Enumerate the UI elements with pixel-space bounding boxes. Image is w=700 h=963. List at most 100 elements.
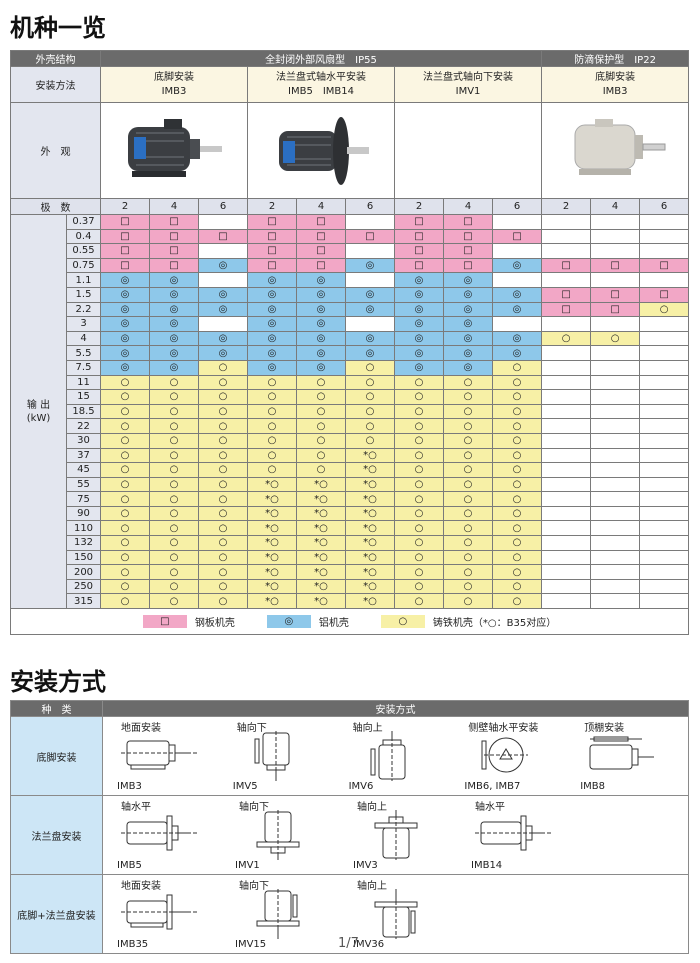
mounting-type-row: 底脚+法兰盘安装 地面安装 IMB35 轴向下 IMV15 轴向上 IMV36 xyxy=(10,874,689,954)
cell: ◎ xyxy=(345,257,395,274)
pole-cell: 4 xyxy=(443,198,493,215)
motor-photo xyxy=(128,119,222,177)
cell: ○ xyxy=(100,549,150,566)
cell: *○ xyxy=(247,549,297,566)
cell: ◎ xyxy=(149,272,199,288)
legend-swatch: ○ xyxy=(380,615,425,629)
cell: *○ xyxy=(247,593,297,610)
empty-cell xyxy=(541,491,592,507)
kw-cell: 0.75 xyxy=(66,257,101,274)
cell: *○ xyxy=(247,564,297,580)
empty-cell xyxy=(590,564,641,580)
cell: ◎ xyxy=(100,359,150,376)
mounting-cell: 底脚安装 IMB3 xyxy=(100,66,248,103)
cell: ○ xyxy=(100,403,150,420)
cell: *○ xyxy=(345,593,395,610)
row-label: 安装方法 xyxy=(10,66,101,103)
cell: ○ xyxy=(491,491,543,507)
cell: ○ xyxy=(394,432,444,449)
cell: ◎ xyxy=(296,286,346,303)
empty-cell xyxy=(541,374,592,391)
output-row: 37 ○ ○ ○ ○ ○ *○ ○ ○ ○ xyxy=(11,447,690,464)
cell: *○ xyxy=(345,491,395,507)
empty-cell xyxy=(590,214,641,230)
cell: ○ xyxy=(394,374,444,391)
empty-cell xyxy=(541,462,592,478)
mounting-cell: 法兰盘式轴向下安装 IMV1 xyxy=(393,66,543,103)
item-name: 轴向上 xyxy=(352,723,383,734)
empty-cell xyxy=(541,520,592,537)
empty-cell xyxy=(639,389,690,405)
cell: ○ xyxy=(100,418,150,434)
cell: ○ xyxy=(639,301,690,318)
empty-cell xyxy=(590,243,641,259)
items-cell: 地面安装 IMB35 轴向下 IMV15 轴向上 IMV36 xyxy=(102,874,689,954)
item-code: IMV3 xyxy=(353,860,378,871)
cell: ◎ xyxy=(149,345,199,361)
cell: ○ xyxy=(100,432,150,449)
output-row: 200 ○ ○ ○ *○ *○ *○ ○ ○ ○ xyxy=(11,564,690,580)
item-code: IMB14 xyxy=(471,860,503,871)
cell: ◎ xyxy=(394,286,444,303)
item-name: 轴向上 xyxy=(357,881,387,892)
output-row: 4 ◎ ◎ ◎ ◎ ◎ ◎ ◎ ◎ ◎ ○ ○ xyxy=(11,330,690,347)
cell: ○ xyxy=(198,505,248,522)
cell: ◎ xyxy=(247,272,297,288)
cell: ◎ xyxy=(443,345,493,361)
cell: ○ xyxy=(100,462,150,478)
photo-cell xyxy=(541,102,690,199)
empty-cell xyxy=(541,505,592,522)
cell: □ xyxy=(149,228,199,245)
cell: ○ xyxy=(247,418,297,434)
cell: ○ xyxy=(296,418,346,434)
cell: ○ xyxy=(100,593,150,610)
pole-cell: 6 xyxy=(198,198,248,215)
items-cell: 轴水平 IMB5 轴向下 IMV1 轴向上 IMV3 轴水平 IMB14 xyxy=(102,795,689,875)
kw-cell: 7.5 xyxy=(66,359,101,376)
kw-cell: 1.1 xyxy=(66,272,101,288)
empty-cell xyxy=(639,330,690,347)
empty-cell xyxy=(639,403,690,420)
legend-label: 铸铁机壳（*○：B35对应） xyxy=(432,618,557,630)
empty-cell xyxy=(541,535,592,551)
cell: □ xyxy=(443,228,493,245)
mounting-name: 法兰盘式轴向下安装 xyxy=(423,71,514,83)
cell: *○ xyxy=(296,578,346,595)
cell: □ xyxy=(443,243,493,259)
cell: ○ xyxy=(491,476,543,493)
cell: ○ xyxy=(491,389,543,405)
mount-icon xyxy=(120,815,199,851)
item-code: IMV5 xyxy=(232,781,258,792)
cell: ○ xyxy=(443,520,493,537)
item-code: IMV36 xyxy=(353,939,385,950)
cell: □ xyxy=(394,214,444,230)
cell: □ xyxy=(247,214,297,230)
pole-cell: 2 xyxy=(100,198,150,215)
empty-cell xyxy=(590,462,641,478)
cell: ○ xyxy=(394,447,444,464)
header-row: 种 类 安装方式 xyxy=(10,700,689,717)
cell: ◎ xyxy=(443,330,493,347)
empty-cell xyxy=(639,476,690,493)
cell: □ xyxy=(541,286,592,303)
cell: ○ xyxy=(100,447,150,464)
kw-cell: 200 xyxy=(66,564,101,580)
empty-cell xyxy=(590,389,641,405)
empty-cell xyxy=(590,272,641,288)
cell: ○ xyxy=(491,535,543,551)
cell: ◎ xyxy=(296,316,346,332)
cell: ○ xyxy=(296,432,346,449)
cell: ◎ xyxy=(443,286,493,303)
mount-item: 地面安装 IMB3 xyxy=(109,718,225,795)
empty-cell xyxy=(491,214,543,230)
item-code: IMB5 xyxy=(117,860,142,871)
cell: ◎ xyxy=(394,301,444,318)
cell: ○ xyxy=(149,549,199,566)
empty-cell xyxy=(198,316,248,332)
cell: ○ xyxy=(443,403,493,420)
cell: ○ xyxy=(296,389,346,405)
kw-cell: 0.55 xyxy=(66,243,101,259)
empty-cell xyxy=(491,272,543,288)
cell: ○ xyxy=(149,564,199,580)
